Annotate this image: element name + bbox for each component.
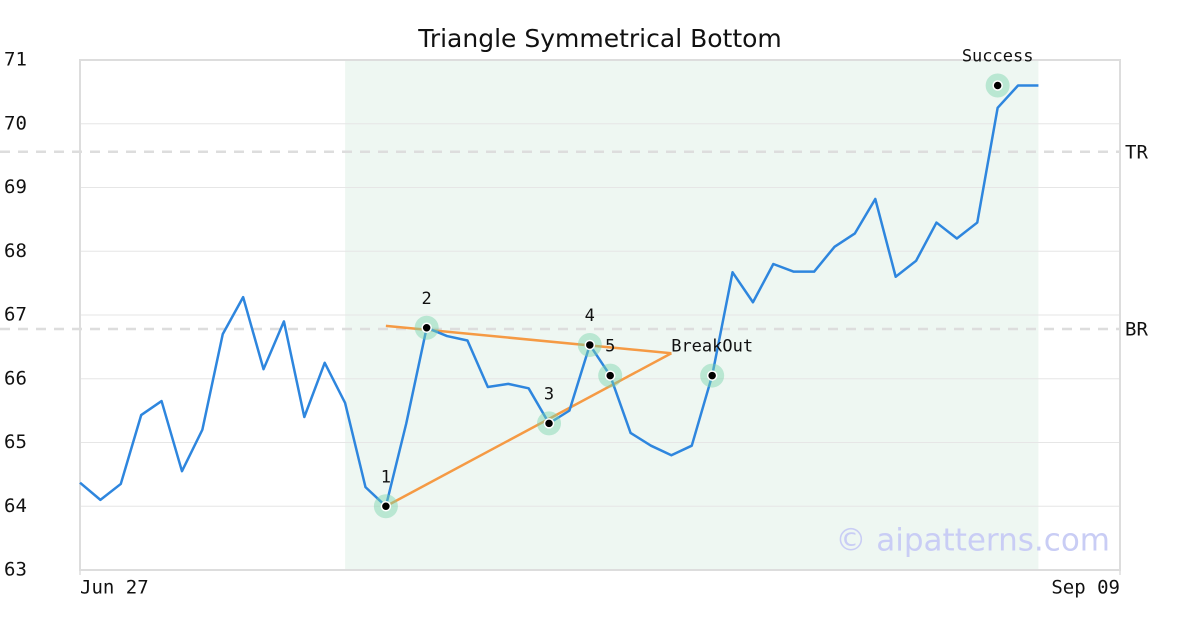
marker-label: 5 <box>605 337 615 357</box>
marker-label: 4 <box>585 306 595 326</box>
price-line <box>79 84 1039 508</box>
y-tick-label: 63 <box>4 559 27 581</box>
y-tick-label: 66 <box>4 367 27 389</box>
marker <box>380 501 392 512</box>
plot-frame <box>79 59 1121 571</box>
marker <box>992 80 1003 91</box>
marker-label: 2 <box>422 289 432 309</box>
marker <box>584 339 596 351</box>
y-tick-label: 69 <box>4 176 27 198</box>
y-tick-label: 68 <box>4 240 27 262</box>
marker-label: 3 <box>544 384 554 404</box>
y-tick-label: 65 <box>4 431 27 453</box>
y-tick-label: 71 <box>4 49 27 71</box>
y-tick-label: 64 <box>4 495 27 517</box>
x-tick-label: Jun 27 <box>80 577 149 599</box>
watermark: © aipatterns.com <box>835 523 1110 559</box>
marker <box>706 370 718 381</box>
marker <box>543 418 555 429</box>
marker-label: Success <box>962 47 1034 67</box>
level-label: BR <box>1125 319 1148 341</box>
marker <box>421 322 432 333</box>
trendline <box>385 352 672 508</box>
level-label: TR <box>1125 141 1148 163</box>
y-tick-label: 67 <box>4 304 27 326</box>
x-tick-label: Sep 09 <box>1051 577 1120 599</box>
marker-label: 1 <box>381 467 391 487</box>
chart-title: Triangle Symmetrical Bottom <box>417 24 782 53</box>
y-tick-label: 70 <box>4 112 27 134</box>
marker <box>604 370 616 381</box>
marker-label: BreakOut <box>671 337 753 357</box>
